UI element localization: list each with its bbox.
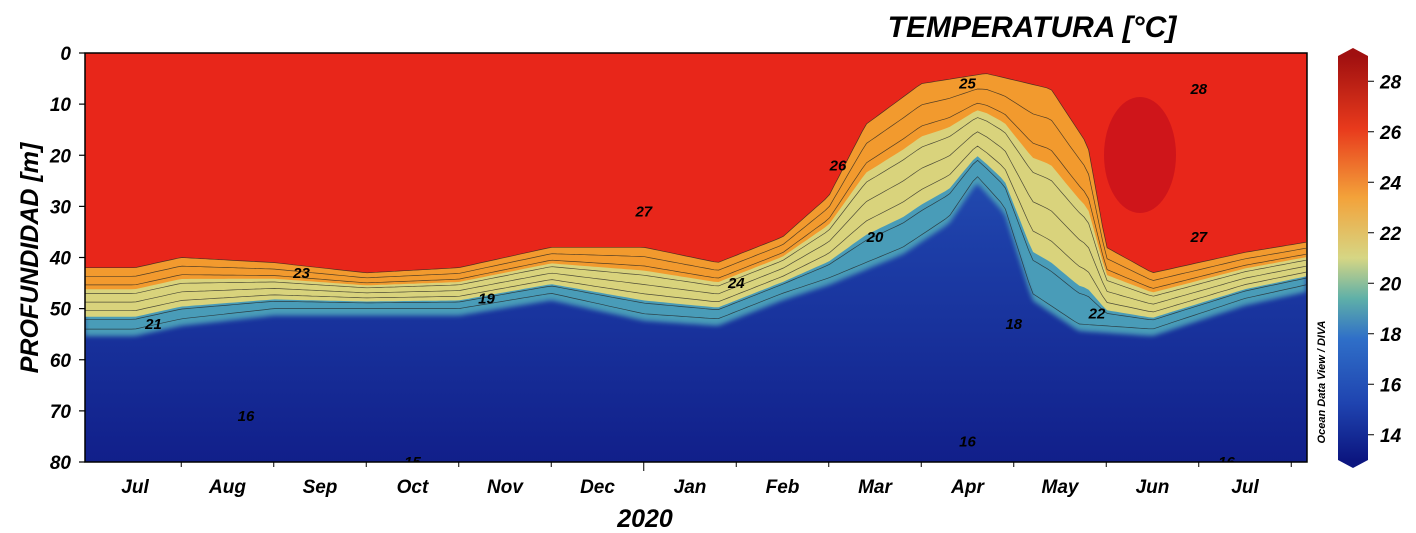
- isotherm-line: [85, 102, 1307, 289]
- contour-label: 25: [958, 76, 976, 93]
- isotherm-line: [85, 159, 1307, 321]
- contour-label: 23: [292, 265, 310, 282]
- colorbar: 14 16 18 20 22 24 26 28: [1338, 48, 1402, 468]
- contour-lines: [85, 73, 1307, 330]
- colorbar-top-arrow: [1338, 48, 1368, 56]
- x-tick-label: Jul: [121, 477, 149, 498]
- contour-label: 26: [829, 158, 847, 175]
- y-tick-label: 30: [50, 197, 72, 218]
- contour-label: 20: [866, 229, 884, 246]
- plot-area: 21 23 19 27 24 26 20 25 18 22 28 27 17 16 15 16 16: [85, 53, 1337, 471]
- x-tick-label: Dec: [580, 477, 615, 498]
- x-tick-label: Apr: [950, 477, 985, 498]
- contour-label: 16: [1218, 454, 1235, 471]
- x-tick-label: Jun: [1136, 477, 1170, 498]
- x-tick-label: May: [1042, 477, 1080, 498]
- warm-core-28: [1104, 97, 1176, 213]
- chart-title: TEMPERATURA [°C]: [888, 11, 1178, 44]
- y-tick-label: 70: [50, 402, 72, 423]
- isotherm-line: [85, 73, 1307, 274]
- contour-label: 16: [238, 408, 255, 425]
- contour-label: 16: [959, 434, 976, 451]
- x-tick-label: Sep: [303, 477, 338, 498]
- contour-label: 27: [634, 204, 652, 221]
- y-tick-label: 50: [50, 300, 72, 321]
- warm-mixed-layer: [85, 53, 1307, 273]
- y-tick-label: 40: [49, 249, 72, 270]
- colorbar-tick-label: 14: [1380, 426, 1402, 447]
- isotherm-line: [85, 117, 1307, 297]
- contour-label: 17: [1320, 260, 1337, 277]
- colorbar-bottom-arrow: [1338, 460, 1368, 468]
- contour-label: 21: [144, 316, 162, 333]
- colorbar-tick-label: 20: [1379, 274, 1402, 295]
- contour-label: 19: [478, 290, 495, 307]
- y-tick-label: 60: [50, 351, 72, 372]
- x-tick-label: Aug: [208, 477, 246, 498]
- isotherm-line: [85, 145, 1307, 313]
- x-tick-label: Mar: [858, 477, 893, 498]
- contour-labels: 21 23 19 27 24 26 20 25 18 22 28 27 17 16 15 16 16: [144, 76, 1337, 471]
- contour-label: 15: [404, 454, 421, 471]
- x-tick-label: Jan: [674, 477, 707, 498]
- y-axis-label: PROFUNDIDAD [m]: [16, 141, 44, 373]
- isotherm-line: [85, 176, 1307, 330]
- isotherm-line: [85, 131, 1307, 305]
- colorbar-ramp: [1338, 56, 1368, 460]
- isotherm-line: [85, 88, 1307, 281]
- contour-label: 28: [1189, 81, 1207, 98]
- colorbar-tick-label: 26: [1379, 123, 1402, 144]
- x-tick-label: Jul: [1231, 477, 1259, 498]
- y-tick-label: 20: [49, 146, 72, 167]
- y-tick-label: 0: [60, 44, 71, 65]
- colorbar-tick-label: 28: [1379, 72, 1402, 93]
- credit-text: Ocean Data View / DIVA: [1316, 321, 1328, 444]
- x-axis: Jul Aug Sep Oct Nov Dec Jan Feb Mar Apr May Jun Jul: [121, 462, 1292, 498]
- contour-label: 22: [1088, 306, 1106, 323]
- x-tick-label: Nov: [487, 477, 524, 498]
- contour-label: 24: [727, 275, 745, 292]
- y-tick-label: 80: [50, 453, 72, 474]
- y-tick-label: 10: [50, 95, 72, 116]
- contour-label: 27: [1189, 229, 1207, 246]
- colorbar-tick-label: 16: [1380, 375, 1402, 396]
- y-axis: 0 10 20 30 40 50 60 70 80: [49, 44, 85, 474]
- x-axis-label: 2020: [616, 505, 673, 533]
- x-tick-label: Oct: [397, 477, 429, 498]
- colorbar-tick-label: 18: [1380, 325, 1402, 346]
- colorbar-tick-label: 22: [1379, 224, 1402, 245]
- x-tick-label: Feb: [766, 477, 800, 498]
- contour-label: 18: [1005, 316, 1022, 333]
- colorbar-tick-label: 24: [1379, 173, 1402, 194]
